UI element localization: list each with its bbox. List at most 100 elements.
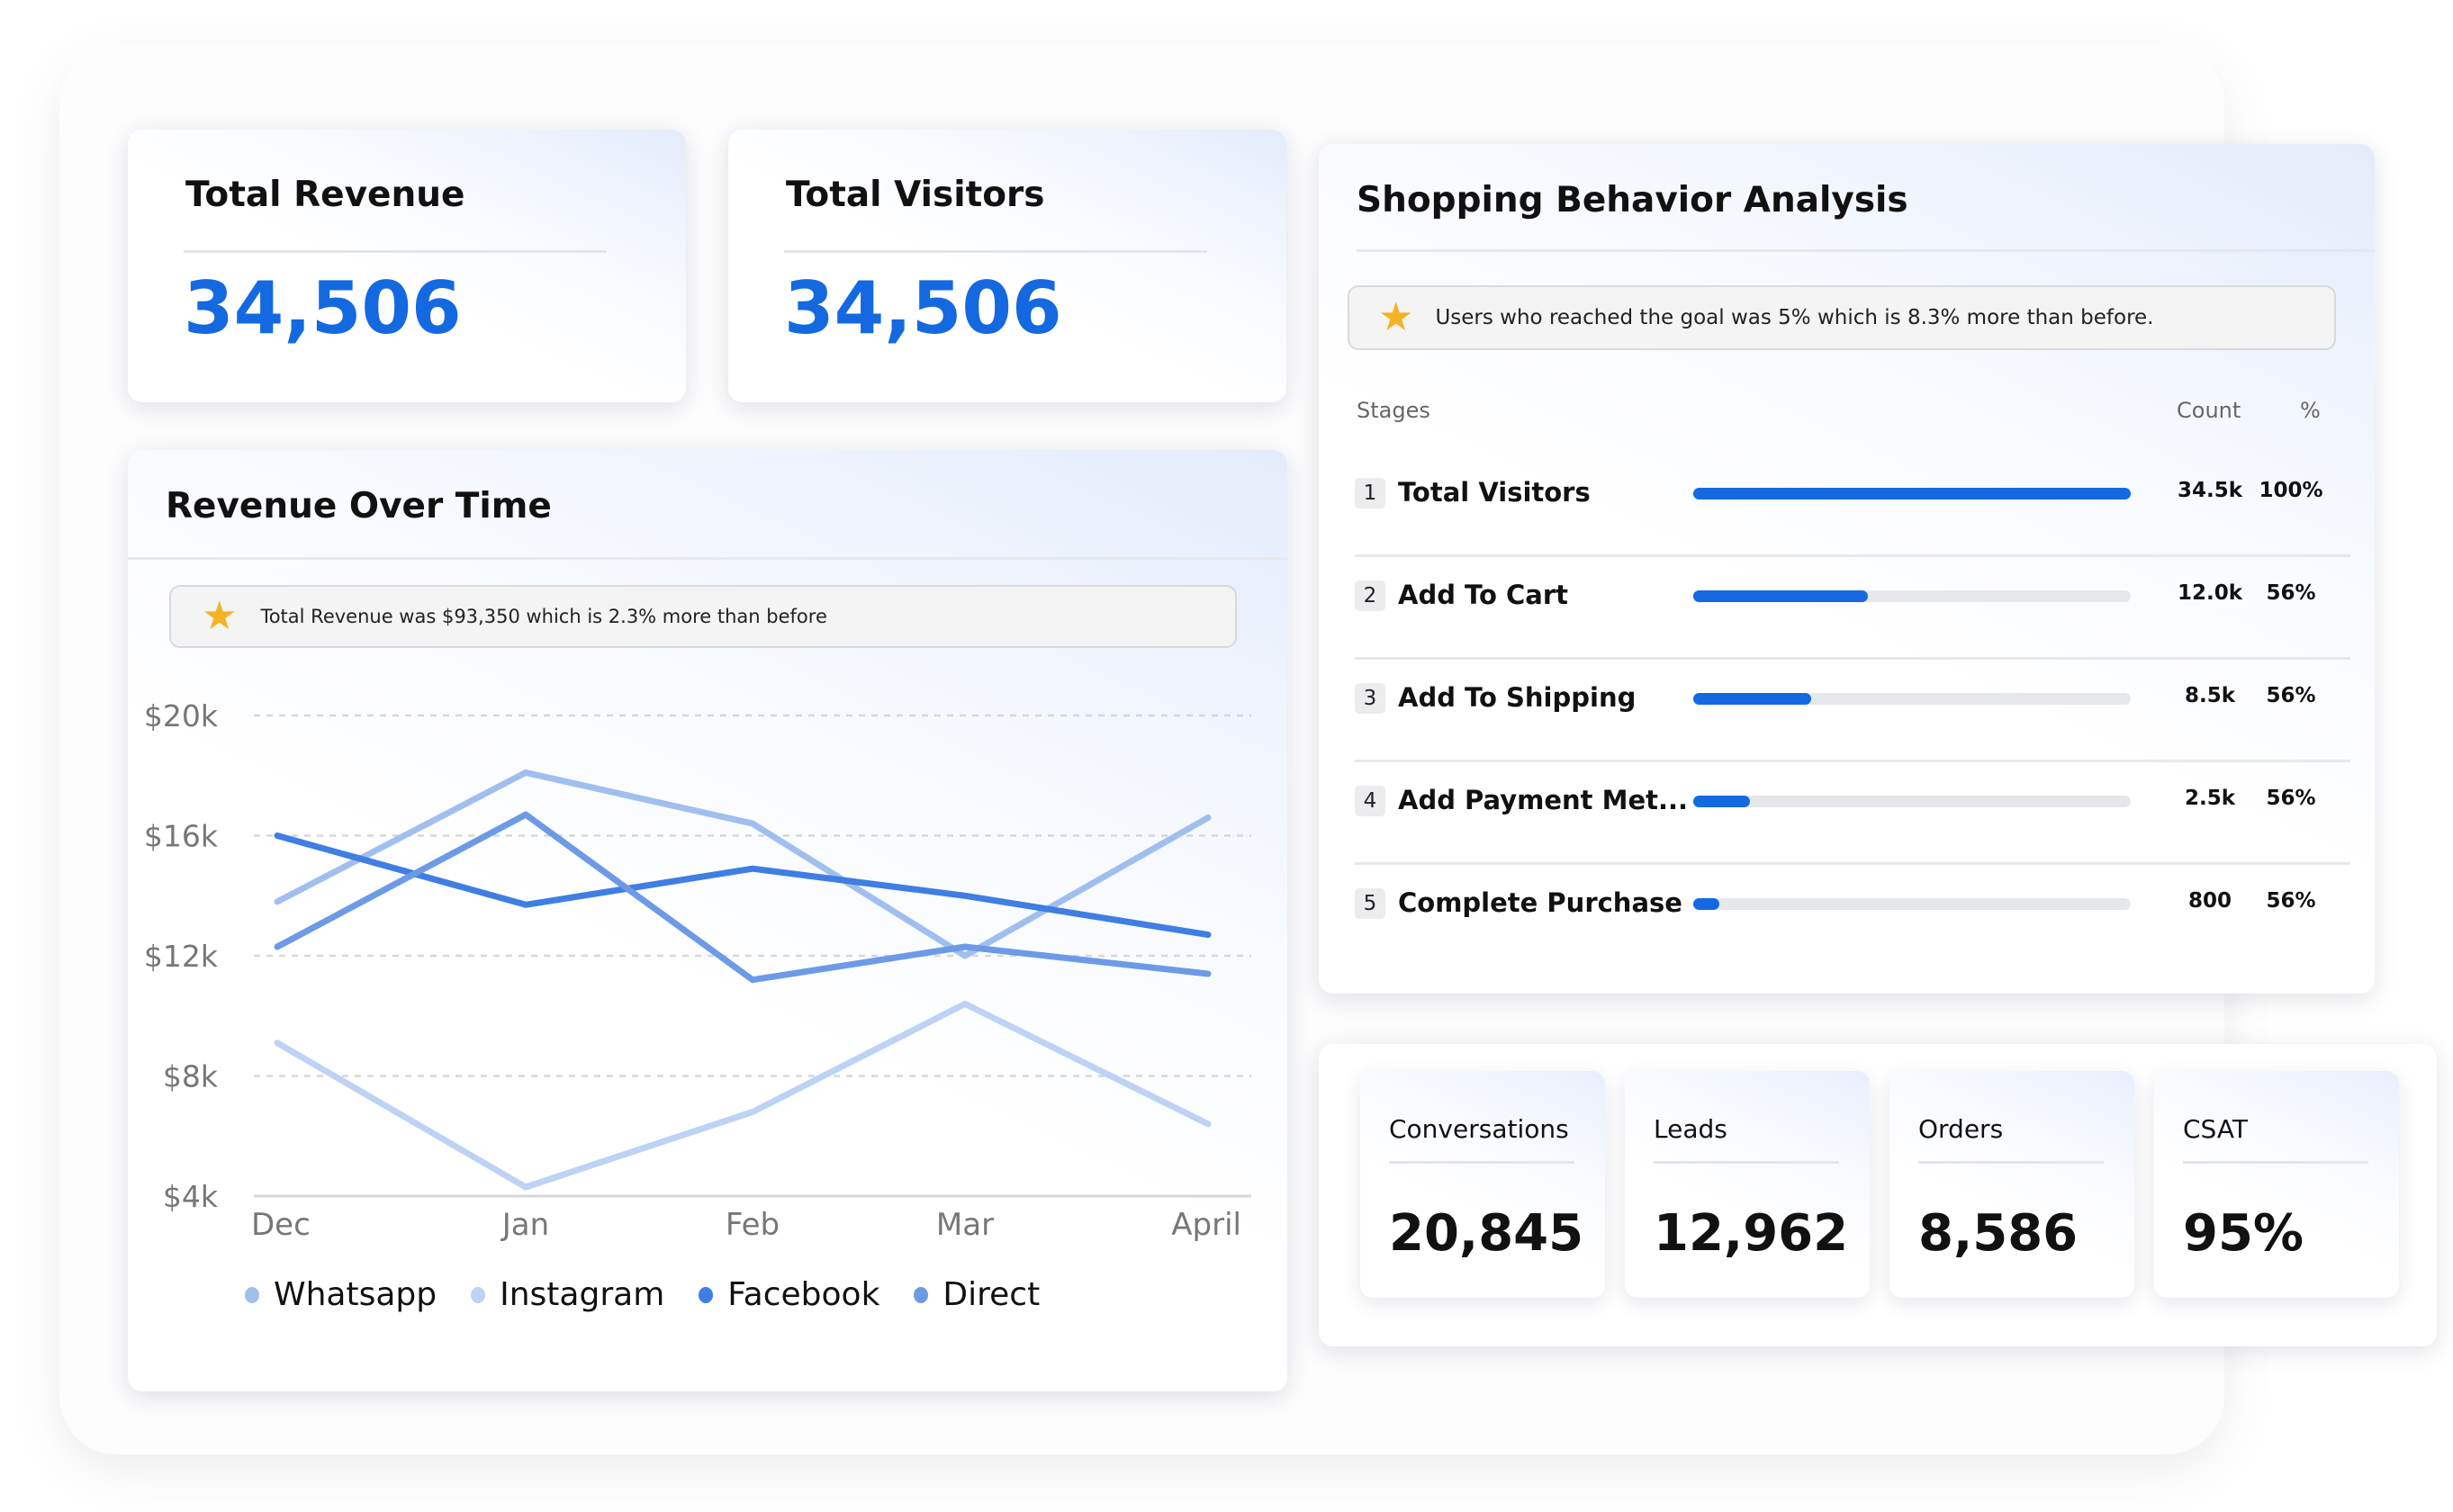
stage-number-badge: 5 bbox=[1355, 888, 1385, 919]
legend-item-instagram[interactable]: Instagram bbox=[471, 1276, 664, 1313]
revenue-divider bbox=[128, 557, 1287, 560]
stage-number-badge: 4 bbox=[1355, 786, 1385, 816]
kpi-title: Total Revenue bbox=[185, 175, 465, 215]
row-divider bbox=[1355, 760, 2350, 762]
stage-label: Total Visitors bbox=[1398, 477, 1591, 508]
stage-label: Add To Shipping bbox=[1398, 682, 1637, 713]
stage-row[interactable]: 4 Add Payment Met... 2.5k 56% bbox=[1355, 762, 2350, 865]
stage-progress-fill bbox=[1693, 796, 1751, 807]
stage-percent: 56% bbox=[2266, 684, 2316, 707]
stage-row[interactable]: 1 Total Visitors 34.5k 100% bbox=[1355, 454, 2350, 557]
legend-label-instagram: Instagram bbox=[500, 1276, 665, 1313]
row-divider bbox=[1355, 657, 2350, 660]
revenue-over-time-card: Revenue Over Time ★ Total Revenue was $9… bbox=[128, 450, 1287, 1391]
stage-percent: 56% bbox=[2266, 787, 2316, 810]
stage-progress-track bbox=[1693, 898, 2131, 910]
stage-row[interactable]: 3 Add To Shipping 8.5k 56% bbox=[1355, 660, 2350, 762]
shopping-behavior-card: Shopping Behavior Analysis ★ Users who r… bbox=[1319, 144, 2375, 994]
stage-label: Add Payment Met... bbox=[1398, 785, 1689, 815]
metric-value: 12,962 bbox=[1654, 1204, 1849, 1263]
stage-count: 2.5k bbox=[2184, 787, 2236, 810]
row-divider bbox=[1355, 862, 2350, 865]
column-header-percent: % bbox=[2300, 398, 2321, 423]
legend-item-whatsapp[interactable]: Whatsapp bbox=[245, 1276, 437, 1313]
metric-divider bbox=[2183, 1161, 2368, 1164]
stage-percent: 56% bbox=[2266, 889, 2316, 913]
kpi-card-total-visitors[interactable]: Total Visitors 34,506 bbox=[728, 130, 1286, 402]
y-tick-label: $16k bbox=[144, 819, 219, 854]
revenue-title: Revenue Over Time bbox=[166, 486, 552, 526]
y-tick-label: $4k bbox=[163, 1179, 219, 1214]
metric-title: Orders bbox=[1918, 1114, 2004, 1144]
stage-count: 34.5k bbox=[2177, 479, 2243, 502]
stage-number-badge: 1 bbox=[1355, 478, 1385, 508]
shopping-divider bbox=[1357, 249, 2375, 252]
metric-divider bbox=[1654, 1161, 1839, 1164]
metric-card-orders[interactable]: Orders 8,586 bbox=[1889, 1071, 2134, 1298]
stage-progress-fill bbox=[1693, 898, 1720, 910]
metric-title: Leads bbox=[1654, 1114, 1727, 1144]
legend-item-direct[interactable]: Direct bbox=[914, 1276, 1040, 1313]
legend-swatch-instagram bbox=[471, 1286, 486, 1303]
stage-progress-track bbox=[1693, 590, 2131, 602]
legend-item-facebook[interactable]: Facebook bbox=[699, 1276, 879, 1313]
stage-progress-fill bbox=[1693, 693, 1812, 705]
stage-progress-fill bbox=[1693, 488, 2131, 500]
legend-swatch-direct bbox=[914, 1286, 929, 1303]
x-tick-label: Feb bbox=[726, 1207, 780, 1243]
stage-progress-track bbox=[1693, 693, 2131, 705]
kpi-card-total-revenue[interactable]: Total Revenue 34,506 bbox=[128, 130, 686, 402]
x-tick-label: Dec bbox=[251, 1207, 311, 1243]
series-line-facebook bbox=[274, 832, 1212, 939]
series-line-instagram bbox=[274, 1000, 1212, 1191]
metric-title: Conversations bbox=[1389, 1114, 1569, 1144]
stage-progress-track bbox=[1693, 488, 2131, 500]
series-line-direct bbox=[274, 811, 1212, 984]
metric-card-leads[interactable]: Leads 12,962 bbox=[1625, 1071, 1870, 1298]
y-tick-label: $12k bbox=[144, 939, 219, 974]
column-header-stages: Stages bbox=[1357, 398, 1430, 423]
metric-card-csat[interactable]: CSAT 95% bbox=[2154, 1071, 2399, 1298]
series-line-whatsapp bbox=[274, 769, 1212, 959]
stage-percent: 100% bbox=[2259, 479, 2323, 502]
metric-title: CSAT bbox=[2183, 1114, 2248, 1144]
stage-count: 12.0k bbox=[2177, 581, 2243, 605]
shopping-title: Shopping Behavior Analysis bbox=[1357, 180, 1908, 220]
kpi-value: 34,506 bbox=[784, 266, 1062, 350]
metric-value: 20,845 bbox=[1389, 1204, 1584, 1263]
stage-percent: 56% bbox=[2266, 581, 2316, 605]
legend-swatch-whatsapp bbox=[245, 1286, 259, 1303]
y-tick-label: $8k bbox=[163, 1059, 219, 1094]
metric-value: 8,586 bbox=[1918, 1204, 2079, 1263]
revenue-insight-text: Total Revenue was $93,350 which is 2.3% … bbox=[260, 606, 827, 627]
metric-card-conversations[interactable]: Conversations 20,845 bbox=[1360, 1071, 1605, 1298]
kpi-value: 34,506 bbox=[184, 266, 462, 350]
stage-label: Add To Cart bbox=[1398, 580, 1569, 610]
metric-divider bbox=[1389, 1161, 1574, 1164]
x-tick-label: April bbox=[1171, 1207, 1241, 1243]
kpi-title: Total Visitors bbox=[786, 175, 1045, 215]
revenue-insight-banner: ★ Total Revenue was $93,350 which is 2.3… bbox=[169, 585, 1237, 648]
column-header-count: Count bbox=[2177, 398, 2241, 423]
metric-value: 95% bbox=[2183, 1204, 2304, 1263]
star-icon: ★ bbox=[202, 593, 238, 639]
stage-label: Complete Purchase bbox=[1398, 887, 1682, 918]
stage-progress-fill bbox=[1693, 590, 1869, 602]
metric-divider bbox=[1918, 1161, 2104, 1164]
legend-label-whatsapp: Whatsapp bbox=[274, 1276, 437, 1313]
stage-row[interactable]: 5 Complete Purchase 800 56% bbox=[1355, 865, 2350, 968]
x-tick-label: Jan bbox=[501, 1207, 549, 1243]
stage-number-badge: 2 bbox=[1355, 580, 1385, 611]
stage-row[interactable]: 2 Add To Cart 12.0k 56% bbox=[1355, 557, 2350, 660]
kpi-divider bbox=[184, 250, 607, 253]
stage-progress-track bbox=[1693, 796, 2131, 807]
chart-legend: Whatsapp Instagram Facebook Direct bbox=[245, 1276, 1040, 1313]
stage-count: 800 bbox=[2187, 889, 2232, 913]
revenue-line-chart: $20k $16k $12k $8k $4k Dec Jan Feb Mar April bbox=[144, 698, 1251, 1243]
star-icon: ★ bbox=[1378, 294, 1414, 340]
stage-count: 8.5k bbox=[2184, 684, 2236, 707]
legend-label-direct: Direct bbox=[942, 1276, 1041, 1313]
shopping-insight-banner: ★ Users who reached the goal was 5% whic… bbox=[1348, 285, 2336, 350]
row-divider bbox=[1355, 554, 2350, 557]
